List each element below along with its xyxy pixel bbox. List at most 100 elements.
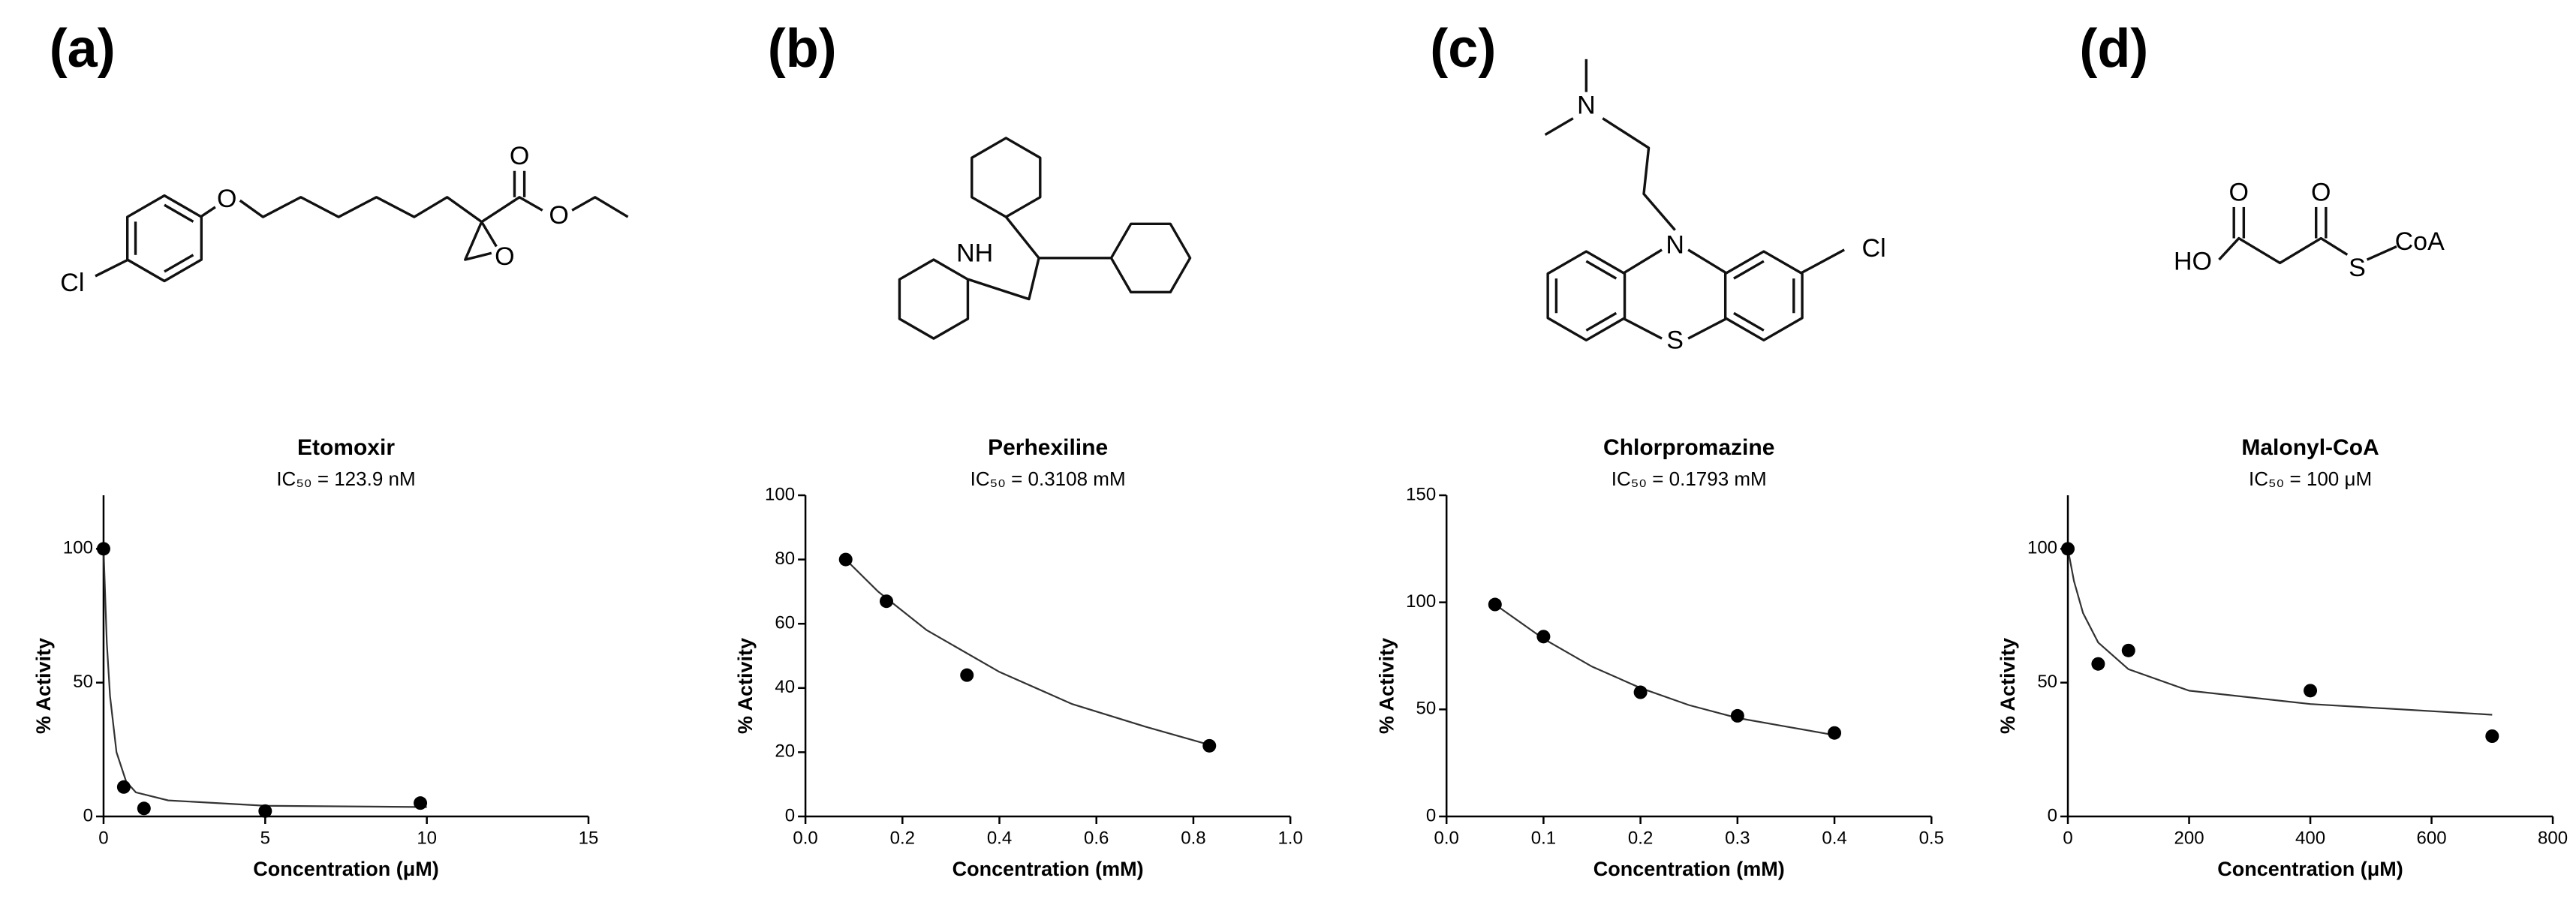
y-axis-label: % Activity [734,638,757,734]
fit-curve [844,558,1214,747]
chart-subtitle: IC₅₀ = 123.9 nM [276,468,415,490]
x-tick-label: 0.5 [1919,828,1944,848]
y-axis-label: % Activity [1997,638,2019,734]
bond [480,221,498,248]
panel-label: (a) [50,19,116,79]
bond [571,196,629,218]
bond [1687,248,1727,274]
y-tick-label: 100 [63,538,93,558]
x-tick-label: 0.0 [1434,828,1459,848]
y-axis-label: % Activity [1375,638,1398,734]
bond [480,196,543,224]
x-tick-label: 1.0 [1277,828,1302,848]
data-point [1730,708,1744,723]
chart-subtitle: IC₅₀ = 100 μM [2249,468,2372,490]
atom-label: O [510,142,529,170]
atom-label: O [549,201,568,230]
bond [1623,317,1663,340]
atom-label: Cl [60,269,84,297]
bond [464,221,492,261]
chart-title: Chlorpromazine [1603,435,1774,460]
data-point [1488,597,1502,612]
ring [1109,222,1192,294]
data-point [2121,643,2135,657]
chart-title: Perhexiline [988,435,1108,460]
x-tick-label: 0.4 [987,828,1012,848]
x-tick-label: 0.8 [1181,828,1205,848]
fit-curve [2066,549,2493,716]
y-tick-label: 0 [785,805,795,825]
bond [1623,248,1663,274]
x-tick-label: 15 [579,828,599,848]
y-tick-label: 100 [765,484,795,504]
data-point [116,780,131,794]
y-tick-label: 0 [83,805,93,825]
atom-label: Cl [1862,234,1886,263]
data-point [96,542,110,556]
x-tick-label: 0.0 [793,828,817,848]
data-point [2091,657,2105,671]
bond [1602,117,1676,231]
x-axis-label: Concentration (mM) [1593,858,1785,880]
x-tick-label: 10 [417,828,437,848]
x-tick-label: 0.4 [1822,828,1846,848]
bond [2218,236,2349,265]
panel-label: (b) [768,19,837,79]
atom-label: O [217,185,236,213]
bond [164,254,194,273]
data-point [838,552,853,567]
atom-label: O [2311,178,2331,206]
x-axis-label: Concentration (mM) [952,858,1144,880]
bond [1801,248,1845,275]
x-tick-label: 0.6 [1084,828,1109,848]
y-tick-label: 50 [1416,699,1436,719]
atom-label: O [2229,178,2249,206]
bond [968,257,1040,301]
panel-label: (c) [1430,19,1496,79]
atom-label: S [2349,254,2366,282]
y-tick-label: 100 [2027,538,2057,558]
bond [164,203,194,223]
data-point [414,796,428,810]
bond [2366,245,2397,261]
y-tick-label: 50 [2037,672,2057,692]
y-tick-label: 20 [775,741,795,762]
x-tick-label: 0.3 [1725,828,1750,848]
bond [1585,311,1618,332]
x-tick-label: 0 [2063,828,2072,848]
bond [1585,260,1618,280]
ring [125,194,203,283]
x-axis-label: Concentration (μM) [2217,858,2403,880]
y-axis-label: % Activity [32,638,55,734]
bond [1004,216,1112,260]
x-tick-label: 0.2 [890,828,915,848]
x-axis-label: Concentration (μM) [253,858,439,880]
bond [95,258,129,278]
y-tick-label: 100 [1406,591,1436,612]
chart-title: Etomoxir [297,435,395,460]
data-point [2061,542,2075,556]
y-tick-label: 150 [1406,484,1436,504]
data-point [1202,738,1217,753]
atom-label: CoA [2395,227,2445,256]
bond [1687,317,1727,340]
bond [1733,260,1765,280]
data-point [258,804,272,818]
y-tick-label: 60 [775,613,795,633]
x-tick-label: 200 [2174,828,2204,848]
data-point [2304,684,2318,698]
atom-label: S [1666,326,1684,355]
fit-curve [102,549,427,808]
bond [200,206,216,218]
atom-label: N [1666,230,1684,259]
fit-curve [1494,603,1835,736]
y-tick-label: 0 [1426,805,1436,825]
atom-label: NH [956,239,993,267]
ring [898,258,970,340]
x-tick-label: 800 [2538,828,2568,848]
chart-title: Malonyl-CoA [2241,435,2379,460]
x-tick-label: 5 [260,828,270,848]
chart-subtitle: IC₅₀ = 0.1793 mM [1612,468,1767,490]
